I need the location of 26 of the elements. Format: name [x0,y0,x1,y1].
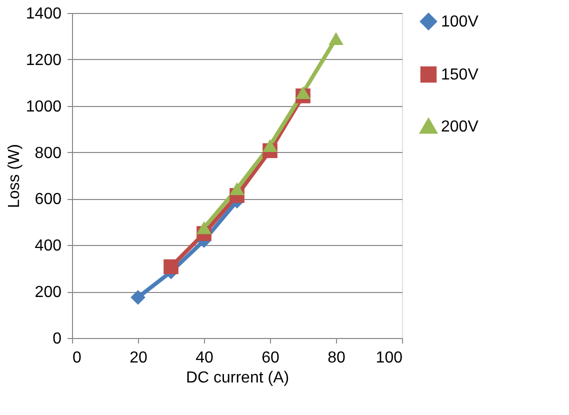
point [196,221,212,234]
y-tick-label: 0 [52,330,62,348]
legend-label: 100V [441,14,479,30]
point [328,32,344,45]
y-axis-title: Loss (W) [6,144,23,208]
x-axis-title: DC current (A) [186,370,290,386]
legend-label: 150V [441,66,479,84]
y-tick-label: 1400 [26,6,62,22]
x-tick-label: 60 [262,350,280,366]
legend-label: 200V [441,118,479,136]
y-tick-label: 1200 [26,52,62,69]
point [296,86,310,100]
point [164,259,178,274]
point [230,182,244,196]
x-tick-label: 100 [376,350,403,366]
x-tick-label: 80 [328,350,346,366]
point [130,290,146,305]
y-tick-label: 600 [34,191,62,208]
x-tick-label: 0 [72,350,82,366]
point [262,139,278,152]
x-tick-label: 40 [196,350,214,366]
y-tick-label: 200 [34,284,62,302]
x-tick-label: 20 [130,350,148,366]
y-tick-label: 800 [34,144,62,162]
y-tick-label: 400 [34,238,62,255]
y-tick-label: 1000 [26,98,62,116]
